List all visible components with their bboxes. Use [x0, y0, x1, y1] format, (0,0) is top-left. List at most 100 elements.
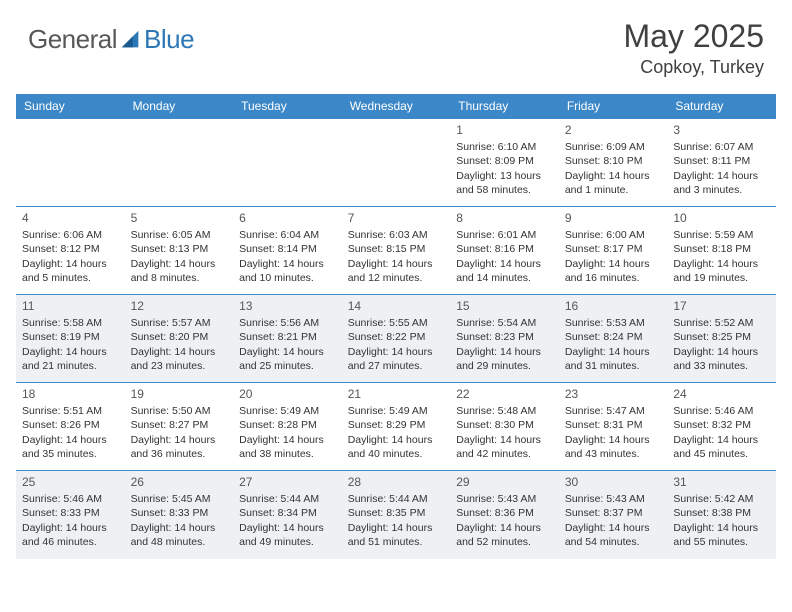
day-number: 3 — [673, 122, 770, 138]
sunset-text: Sunset: 8:16 PM — [456, 242, 553, 256]
daylight-text: Daylight: 14 hours and 21 minutes. — [22, 345, 119, 373]
calendar-cell: 9Sunrise: 6:00 AMSunset: 8:17 PMDaylight… — [559, 207, 668, 295]
daylight-text: Daylight: 14 hours and 5 minutes. — [22, 257, 119, 285]
calendar-cell: 6Sunrise: 6:04 AMSunset: 8:14 PMDaylight… — [233, 207, 342, 295]
day-header: Monday — [125, 94, 234, 119]
calendar-cell: 11Sunrise: 5:58 AMSunset: 8:19 PMDayligh… — [16, 295, 125, 383]
sunset-text: Sunset: 8:13 PM — [131, 242, 228, 256]
day-number: 7 — [348, 210, 445, 226]
daylight-text: Daylight: 14 hours and 36 minutes. — [131, 433, 228, 461]
day-number: 27 — [239, 474, 336, 490]
daylight-text: Daylight: 14 hours and 55 minutes. — [673, 521, 770, 549]
day-number: 20 — [239, 386, 336, 402]
sunrise-text: Sunrise: 5:51 AM — [22, 404, 119, 418]
sunset-text: Sunset: 8:36 PM — [456, 506, 553, 520]
day-header: Saturday — [667, 94, 776, 119]
day-number: 11 — [22, 298, 119, 314]
week-row: 1Sunrise: 6:10 AMSunset: 8:09 PMDaylight… — [16, 119, 776, 207]
sunset-text: Sunset: 8:19 PM — [22, 330, 119, 344]
sunset-text: Sunset: 8:33 PM — [22, 506, 119, 520]
sunrise-text: Sunrise: 5:47 AM — [565, 404, 662, 418]
day-header-row: SundayMondayTuesdayWednesdayThursdayFrid… — [16, 94, 776, 119]
sunset-text: Sunset: 8:09 PM — [456, 154, 553, 168]
daylight-text: Daylight: 14 hours and 35 minutes. — [22, 433, 119, 461]
sunset-text: Sunset: 8:26 PM — [22, 418, 119, 432]
daylight-text: Daylight: 14 hours and 54 minutes. — [565, 521, 662, 549]
sunrise-text: Sunrise: 5:56 AM — [239, 316, 336, 330]
day-number: 13 — [239, 298, 336, 314]
daylight-text: Daylight: 14 hours and 40 minutes. — [348, 433, 445, 461]
sunrise-text: Sunrise: 5:44 AM — [348, 492, 445, 506]
day-number: 15 — [456, 298, 553, 314]
daylight-text: Daylight: 14 hours and 25 minutes. — [239, 345, 336, 373]
day-number: 18 — [22, 386, 119, 402]
sunset-text: Sunset: 8:27 PM — [131, 418, 228, 432]
calendar-cell: 15Sunrise: 5:54 AMSunset: 8:23 PMDayligh… — [450, 295, 559, 383]
sunrise-text: Sunrise: 5:42 AM — [673, 492, 770, 506]
sunset-text: Sunset: 8:22 PM — [348, 330, 445, 344]
sunset-text: Sunset: 8:30 PM — [456, 418, 553, 432]
sunset-text: Sunset: 8:24 PM — [565, 330, 662, 344]
logo-text-general: General — [28, 24, 117, 55]
daylight-text: Daylight: 14 hours and 14 minutes. — [456, 257, 553, 285]
daylight-text: Daylight: 14 hours and 29 minutes. — [456, 345, 553, 373]
daylight-text: Daylight: 14 hours and 42 minutes. — [456, 433, 553, 461]
day-number: 29 — [456, 474, 553, 490]
sunrise-text: Sunrise: 5:45 AM — [131, 492, 228, 506]
sunrise-text: Sunrise: 6:01 AM — [456, 228, 553, 242]
sunset-text: Sunset: 8:28 PM — [239, 418, 336, 432]
logo: General Blue — [28, 24, 194, 55]
sunrise-text: Sunrise: 5:53 AM — [565, 316, 662, 330]
sunrise-text: Sunrise: 6:00 AM — [565, 228, 662, 242]
day-header: Tuesday — [233, 94, 342, 119]
sunset-text: Sunset: 8:35 PM — [348, 506, 445, 520]
sunrise-text: Sunrise: 5:48 AM — [456, 404, 553, 418]
sunset-text: Sunset: 8:33 PM — [131, 506, 228, 520]
sunrise-text: Sunrise: 5:49 AM — [348, 404, 445, 418]
daylight-text: Daylight: 14 hours and 46 minutes. — [22, 521, 119, 549]
title-block: May 2025 Copkoy, Turkey — [623, 18, 764, 78]
sunset-text: Sunset: 8:37 PM — [565, 506, 662, 520]
sunrise-text: Sunrise: 6:04 AM — [239, 228, 336, 242]
calendar-table: SundayMondayTuesdayWednesdayThursdayFrid… — [16, 94, 776, 559]
daylight-text: Daylight: 14 hours and 51 minutes. — [348, 521, 445, 549]
sunset-text: Sunset: 8:34 PM — [239, 506, 336, 520]
sunrise-text: Sunrise: 5:43 AM — [565, 492, 662, 506]
sunset-text: Sunset: 8:23 PM — [456, 330, 553, 344]
calendar-cell: 5Sunrise: 6:05 AMSunset: 8:13 PMDaylight… — [125, 207, 234, 295]
daylight-text: Daylight: 14 hours and 16 minutes. — [565, 257, 662, 285]
location-label: Copkoy, Turkey — [623, 57, 764, 78]
calendar-body: 1Sunrise: 6:10 AMSunset: 8:09 PMDaylight… — [16, 119, 776, 559]
calendar-cell: 10Sunrise: 5:59 AMSunset: 8:18 PMDayligh… — [667, 207, 776, 295]
daylight-text: Daylight: 14 hours and 49 minutes. — [239, 521, 336, 549]
daylight-text: Daylight: 14 hours and 1 minute. — [565, 169, 662, 197]
week-row: 4Sunrise: 6:06 AMSunset: 8:12 PMDaylight… — [16, 207, 776, 295]
sunrise-text: Sunrise: 5:57 AM — [131, 316, 228, 330]
sunrise-text: Sunrise: 6:09 AM — [565, 140, 662, 154]
day-number: 12 — [131, 298, 228, 314]
day-number: 6 — [239, 210, 336, 226]
day-number: 9 — [565, 210, 662, 226]
daylight-text: Daylight: 14 hours and 10 minutes. — [239, 257, 336, 285]
calendar-cell: 13Sunrise: 5:56 AMSunset: 8:21 PMDayligh… — [233, 295, 342, 383]
daylight-text: Daylight: 13 hours and 58 minutes. — [456, 169, 553, 197]
calendar-cell: 16Sunrise: 5:53 AMSunset: 8:24 PMDayligh… — [559, 295, 668, 383]
day-number: 2 — [565, 122, 662, 138]
logo-text-blue: Blue — [144, 24, 194, 55]
calendar-cell — [233, 119, 342, 207]
sunrise-text: Sunrise: 5:50 AM — [131, 404, 228, 418]
sunset-text: Sunset: 8:12 PM — [22, 242, 119, 256]
sunset-text: Sunset: 8:25 PM — [673, 330, 770, 344]
calendar-cell: 26Sunrise: 5:45 AMSunset: 8:33 PMDayligh… — [125, 471, 234, 559]
calendar-cell: 20Sunrise: 5:49 AMSunset: 8:28 PMDayligh… — [233, 383, 342, 471]
day-header: Wednesday — [342, 94, 451, 119]
day-number: 26 — [131, 474, 228, 490]
calendar-cell: 3Sunrise: 6:07 AMSunset: 8:11 PMDaylight… — [667, 119, 776, 207]
calendar-cell: 4Sunrise: 6:06 AMSunset: 8:12 PMDaylight… — [16, 207, 125, 295]
calendar-cell: 24Sunrise: 5:46 AMSunset: 8:32 PMDayligh… — [667, 383, 776, 471]
calendar-cell: 27Sunrise: 5:44 AMSunset: 8:34 PMDayligh… — [233, 471, 342, 559]
daylight-text: Daylight: 14 hours and 43 minutes. — [565, 433, 662, 461]
daylight-text: Daylight: 14 hours and 45 minutes. — [673, 433, 770, 461]
day-header: Thursday — [450, 94, 559, 119]
sunset-text: Sunset: 8:11 PM — [673, 154, 770, 168]
